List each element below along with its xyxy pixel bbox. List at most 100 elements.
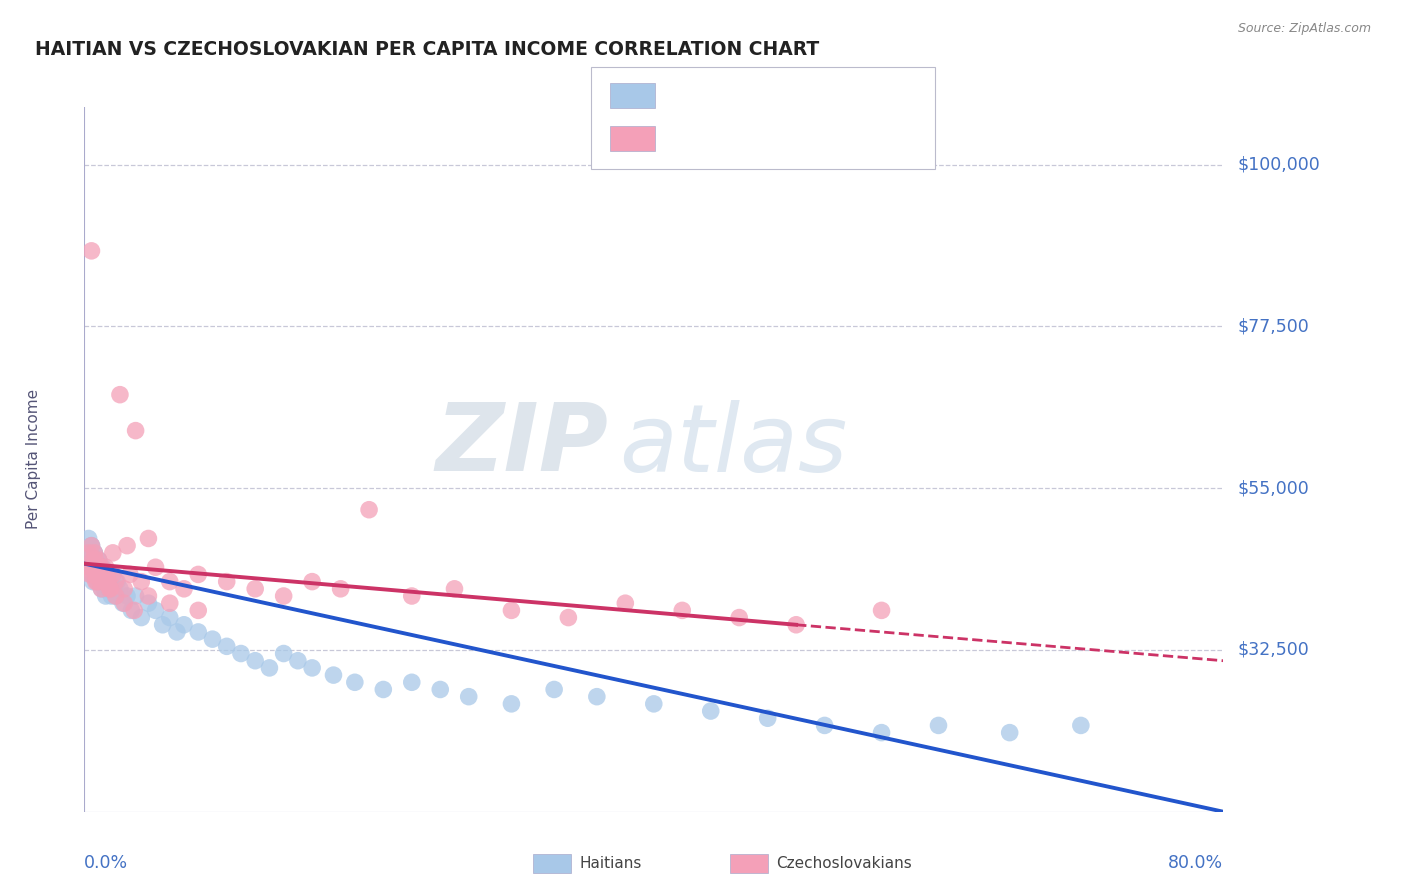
Text: -0.218: -0.218	[707, 129, 766, 147]
Point	[443, 582, 465, 596]
Point	[101, 567, 124, 582]
Text: N =: N =	[770, 129, 818, 147]
Point	[103, 582, 125, 596]
Point	[104, 589, 127, 603]
Point	[870, 603, 893, 617]
Point	[87, 553, 110, 567]
Text: ZIP: ZIP	[436, 400, 609, 491]
Point	[94, 589, 117, 603]
Point	[90, 560, 112, 574]
Point	[557, 610, 579, 624]
Point	[82, 574, 104, 589]
Text: $100,000: $100,000	[1237, 155, 1320, 174]
Text: 0.0%: 0.0%	[84, 854, 128, 872]
Text: Per Capita Income: Per Capita Income	[25, 389, 41, 530]
Point	[115, 539, 138, 553]
Text: R =: R =	[665, 87, 702, 104]
Point	[112, 582, 135, 596]
Point	[785, 617, 807, 632]
Point	[138, 589, 160, 603]
Point	[94, 560, 117, 574]
Point	[89, 574, 111, 589]
Text: 65: 65	[820, 129, 842, 147]
Point	[124, 589, 146, 603]
Point	[1070, 718, 1092, 732]
Point	[138, 596, 160, 610]
Point	[643, 697, 665, 711]
Text: 74: 74	[820, 87, 844, 104]
Point	[80, 244, 103, 258]
Point	[273, 647, 295, 661]
Point	[112, 596, 135, 610]
Text: -0.705: -0.705	[707, 87, 766, 104]
Point	[87, 567, 110, 582]
Text: 80.0%: 80.0%	[1168, 854, 1223, 872]
Text: $55,000: $55,000	[1237, 479, 1309, 497]
Point	[145, 603, 167, 617]
Point	[131, 574, 153, 589]
Point	[814, 718, 837, 732]
Point	[543, 682, 565, 697]
Point	[97, 582, 120, 596]
Point	[108, 387, 131, 401]
Point	[77, 532, 100, 546]
Point	[457, 690, 479, 704]
Point	[84, 574, 107, 589]
Point	[77, 546, 100, 560]
Point	[124, 424, 146, 438]
Point	[87, 553, 110, 567]
Point	[87, 553, 110, 567]
Point	[245, 654, 267, 668]
Point	[83, 560, 105, 574]
Point	[79, 560, 101, 574]
Point	[80, 567, 103, 582]
Point	[82, 560, 104, 574]
Point	[87, 567, 110, 582]
Point	[89, 574, 111, 589]
Point	[870, 725, 893, 739]
Point	[94, 574, 117, 589]
Point	[373, 682, 395, 697]
Point	[80, 539, 103, 553]
Point	[187, 567, 209, 582]
Point	[301, 574, 323, 589]
Point	[173, 582, 195, 596]
Point	[187, 624, 209, 639]
Point	[101, 546, 124, 560]
Point	[91, 567, 114, 582]
Point	[131, 610, 153, 624]
Point	[301, 661, 323, 675]
Text: N =: N =	[770, 87, 818, 104]
Point	[115, 589, 138, 603]
Point	[86, 574, 108, 589]
Point	[122, 603, 145, 617]
Point	[83, 546, 105, 560]
Point	[152, 617, 174, 632]
Point	[91, 574, 114, 589]
Point	[90, 582, 112, 596]
Point	[166, 624, 188, 639]
Point	[728, 610, 751, 624]
Point	[215, 574, 238, 589]
Point	[159, 574, 181, 589]
Point	[120, 603, 142, 617]
Text: Haitians: Haitians	[579, 856, 641, 871]
Point	[80, 539, 103, 553]
Point	[96, 567, 118, 582]
Point	[98, 582, 121, 596]
Text: Czechoslovakians: Czechoslovakians	[776, 856, 912, 871]
Point	[84, 567, 107, 582]
Point	[93, 574, 115, 589]
Point	[159, 610, 181, 624]
Point	[104, 589, 127, 603]
Point	[80, 539, 103, 553]
Point	[93, 582, 115, 596]
Text: R =: R =	[665, 129, 702, 147]
Point	[173, 617, 195, 632]
Point	[998, 725, 1021, 739]
Point	[614, 596, 637, 610]
Point	[501, 697, 523, 711]
Point	[79, 560, 101, 574]
Point	[86, 560, 108, 574]
Text: $77,500: $77,500	[1237, 318, 1309, 335]
